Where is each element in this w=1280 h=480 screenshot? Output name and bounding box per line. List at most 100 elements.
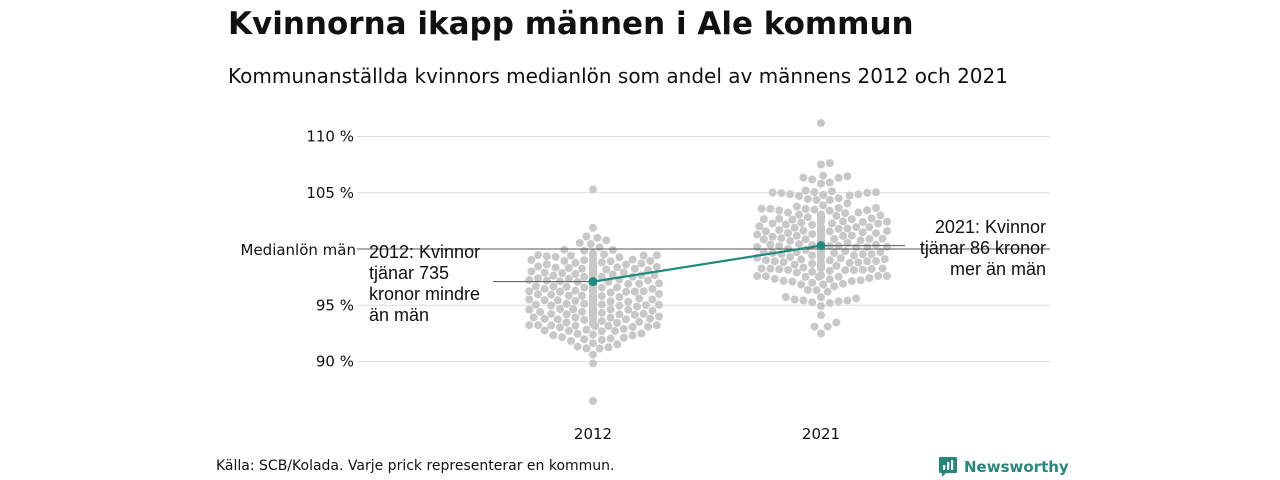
municipality-dot	[883, 242, 891, 251]
municipality-dot	[551, 253, 560, 261]
municipality-dot	[867, 214, 876, 223]
municipality-dot	[759, 235, 768, 244]
municipality-dot	[525, 305, 534, 314]
municipality-dot	[819, 191, 828, 199]
municipality-dot	[825, 196, 834, 204]
municipality-dot	[564, 326, 573, 335]
municipality-dot	[615, 301, 624, 310]
municipality-dot	[589, 185, 597, 194]
municipality-dot	[839, 217, 847, 226]
annotation-2012-line: tjänar 735	[369, 263, 449, 283]
municipality-dot	[757, 264, 766, 273]
municipality-dot	[825, 275, 834, 284]
municipality-dot	[858, 265, 867, 274]
municipality-dot	[646, 256, 655, 265]
municipality-dot	[755, 222, 764, 231]
municipality-dot	[635, 294, 644, 303]
municipality-dot	[817, 160, 825, 169]
x-tick-label: 2021	[802, 425, 840, 443]
municipality-dot	[799, 263, 808, 272]
municipality-dot	[562, 318, 571, 327]
municipality-dot	[786, 236, 795, 245]
chart-title: Kvinnorna ikapp männen i Ale kommun	[228, 6, 914, 42]
municipality-dot	[556, 323, 564, 332]
municipality-dot	[602, 236, 611, 245]
municipality-dot	[525, 321, 534, 330]
municipality-dot	[808, 220, 817, 229]
municipality-dot	[595, 243, 604, 252]
municipality-dot	[808, 278, 817, 287]
x-tick-label: 2012	[574, 425, 612, 443]
municipality-dot	[753, 230, 762, 239]
municipality-dot	[606, 305, 615, 314]
municipality-dot	[547, 321, 556, 330]
municipality-dot	[613, 283, 622, 292]
municipality-dot	[578, 291, 586, 300]
municipality-dot	[562, 299, 571, 308]
municipality-dot	[597, 317, 606, 326]
municipality-dot	[819, 171, 828, 180]
municipality-dot	[792, 268, 801, 277]
municipality-dot	[808, 251, 817, 260]
municipality-dot	[628, 331, 637, 340]
municipality-dot	[768, 188, 777, 197]
municipality-dot	[801, 235, 810, 244]
municipality-dot	[531, 300, 540, 309]
municipality-dot	[863, 243, 872, 251]
municipality-dot	[867, 250, 876, 259]
municipality-dot	[801, 204, 810, 213]
municipality-dot	[841, 266, 850, 275]
municipality-dot	[858, 228, 867, 237]
municipality-dot	[854, 208, 863, 217]
municipality-dot	[775, 265, 784, 274]
municipality-dot	[834, 173, 843, 182]
municipality-dot	[777, 189, 786, 198]
municipality-dot	[525, 295, 534, 304]
highlight-line	[592, 244, 822, 283]
municipality-dot	[836, 254, 845, 263]
municipality-dot	[644, 276, 652, 285]
municipality-dot	[828, 187, 836, 196]
municipality-dot	[766, 240, 775, 249]
brand-name: Newsworthy	[964, 458, 1069, 476]
municipality-dot	[589, 223, 597, 232]
municipality-dot	[624, 279, 633, 288]
municipality-dot	[832, 318, 841, 327]
municipality-dot	[630, 264, 639, 273]
municipality-dot	[540, 268, 549, 277]
municipality-dot	[580, 283, 589, 292]
municipality-dot	[872, 204, 880, 212]
y-tick-label: 95 %	[316, 296, 354, 314]
y-tick-label: 110 %	[306, 128, 354, 146]
municipality-dot	[558, 269, 567, 277]
municipality-dot	[534, 262, 542, 271]
municipality-dot	[797, 218, 806, 227]
municipality-dot	[834, 204, 843, 212]
municipality-dot	[777, 234, 786, 243]
y-tick-label: 90 %	[316, 353, 354, 371]
municipality-dot	[781, 293, 790, 302]
municipality-dot	[597, 258, 606, 267]
municipality-dot	[803, 285, 812, 294]
municipality-dot	[597, 292, 606, 301]
municipality-dot	[854, 190, 863, 199]
municipality-dot	[604, 322, 613, 330]
municipality-dot	[613, 319, 622, 327]
municipality-dot	[564, 264, 573, 272]
municipality-dot	[878, 264, 887, 273]
municipality-dot	[635, 279, 644, 288]
municipality-dot	[808, 267, 817, 276]
municipality-dot	[529, 313, 538, 322]
municipality-dot	[762, 272, 770, 281]
municipality-dot	[534, 290, 542, 299]
municipality-dot	[817, 293, 825, 302]
municipality-dot	[832, 211, 841, 220]
municipality-dot	[589, 350, 597, 359]
chart-subtitle: Kommunanställda kvinnors medianlön som a…	[228, 64, 1008, 88]
municipality-dot	[549, 282, 558, 291]
municipality-dot	[571, 296, 580, 305]
municipality-dot	[597, 308, 606, 317]
municipality-dot	[841, 209, 850, 218]
municipality-dot	[819, 201, 828, 210]
